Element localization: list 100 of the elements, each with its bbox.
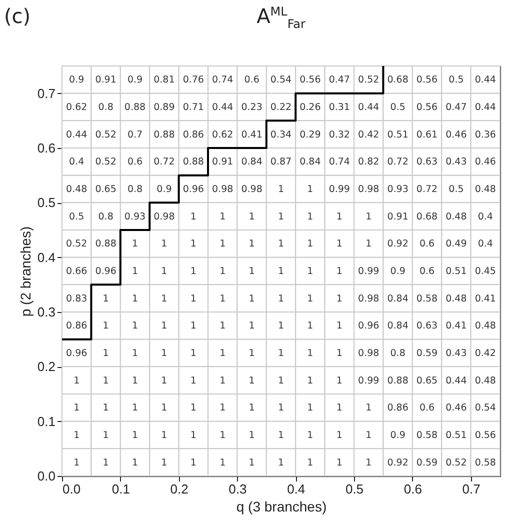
data-label: 0.32	[328, 129, 350, 140]
data-label: 1	[248, 348, 255, 359]
data-label: 0.5	[448, 184, 464, 195]
data-label: 0.9	[69, 74, 84, 86]
data-label: 0.56	[416, 102, 438, 113]
x-tick-label: 0.3	[228, 482, 247, 496]
data-label: 0.7	[127, 129, 143, 140]
data-label: 0.65	[95, 184, 116, 195]
data-label: 0.44	[212, 102, 234, 113]
data-label: 0.43	[446, 348, 467, 359]
data-label: 1	[248, 402, 255, 414]
data-label: 1	[307, 457, 314, 468]
data-label: 1	[132, 402, 138, 414]
data-label: 0.4	[478, 238, 493, 250]
data-label: 0.88	[387, 375, 408, 386]
data-label: 0.76	[182, 74, 204, 86]
data-label: 0.98	[212, 184, 234, 195]
data-label: 1	[336, 293, 342, 304]
data-label: 0.58	[416, 430, 438, 441]
y-axis-title: p (2 branches)	[17, 226, 34, 317]
data-label: 0.72	[416, 184, 438, 195]
data-label: 0.5	[390, 102, 406, 113]
data-label: 1	[307, 266, 314, 277]
data-label: 0.98	[154, 211, 175, 222]
data-label: 0.91	[95, 74, 116, 86]
data-label: 1	[190, 266, 196, 277]
data-label: 0.54	[474, 402, 496, 414]
data-label: 0.22	[270, 102, 292, 113]
data-label: 1	[190, 375, 196, 386]
data-label: 1	[366, 211, 372, 222]
data-label: 0.58	[416, 293, 438, 304]
data-label: 1	[248, 266, 255, 277]
data-label: 0.86	[387, 402, 408, 414]
data-label: 1	[102, 293, 109, 304]
data-label: 1	[190, 348, 196, 359]
data-label: 1	[74, 375, 80, 386]
y-tick-label: 0.4	[37, 250, 56, 265]
data-label: 0.86	[66, 320, 88, 332]
data-label: 0.48	[474, 375, 496, 386]
data-label: 1	[132, 238, 138, 250]
data-label: 0.9	[127, 74, 143, 86]
data-label: 1	[220, 430, 226, 441]
data-label: 1	[336, 457, 342, 468]
data-label: 1	[307, 402, 314, 414]
data-label: 0.71	[182, 102, 204, 113]
data-label: 1	[190, 211, 196, 222]
data-label: 0.54	[270, 74, 292, 86]
data-label: 0.96	[66, 348, 88, 359]
data-label: 1	[161, 457, 168, 468]
data-label: 1	[336, 402, 342, 414]
data-label: 1	[278, 375, 284, 386]
y-tick-label: 0.6	[37, 140, 56, 156]
data-label: 1	[336, 430, 342, 441]
data-label: 1	[102, 320, 109, 332]
data-label: 0.62	[212, 129, 234, 140]
data-label: 1	[132, 320, 138, 332]
data-label: 0.72	[387, 156, 408, 168]
data-label: 0.65	[416, 375, 438, 386]
data-label: 1	[74, 430, 80, 441]
data-label: 0.6	[419, 266, 435, 277]
data-label: 0.41	[241, 129, 262, 140]
data-label: 1	[190, 430, 196, 441]
data-label: 0.58	[474, 457, 496, 468]
data-label: 0.84	[241, 156, 262, 168]
data-label: 1	[307, 184, 314, 195]
data-label: 0.86	[182, 129, 204, 140]
data-label: 1	[190, 293, 196, 304]
x-tick-label: 0.1	[112, 482, 130, 496]
data-label: 1	[132, 430, 138, 441]
data-label: 0.46	[446, 129, 467, 140]
data-label: 1	[220, 457, 226, 468]
data-label: 0.8	[98, 102, 114, 113]
data-label: 1	[102, 457, 109, 468]
data-label: 1	[336, 348, 342, 359]
data-label: 1	[220, 211, 226, 222]
data-label: 0.44	[358, 102, 380, 113]
data-label: 1	[161, 266, 168, 277]
data-label: 0.91	[212, 156, 234, 168]
data-label: 1	[102, 375, 109, 386]
data-label: 0.51	[446, 266, 467, 277]
data-label: 0.6	[244, 74, 260, 86]
data-label: 0.84	[387, 293, 408, 304]
x-tick-label: 0.0	[62, 482, 81, 496]
data-label: 0.44	[474, 102, 496, 113]
data-label: 1	[161, 348, 168, 359]
data-label: 1	[336, 238, 342, 250]
data-label: 0.84	[300, 156, 321, 168]
data-label: 1	[161, 238, 168, 250]
data-label: 1	[278, 238, 284, 250]
data-label: 1	[102, 348, 109, 359]
data-label: 1	[248, 238, 255, 250]
data-label: 0.43	[446, 156, 467, 168]
data-label: 1	[248, 457, 255, 468]
data-label: 0.52	[358, 74, 380, 86]
data-label: 0.5	[69, 211, 84, 222]
data-label: 0.4	[478, 211, 493, 222]
data-label: 0.36	[474, 129, 496, 140]
data-label: 1	[278, 430, 284, 441]
data-label: 0.34	[270, 129, 292, 140]
data-label: 0.8	[390, 348, 406, 359]
